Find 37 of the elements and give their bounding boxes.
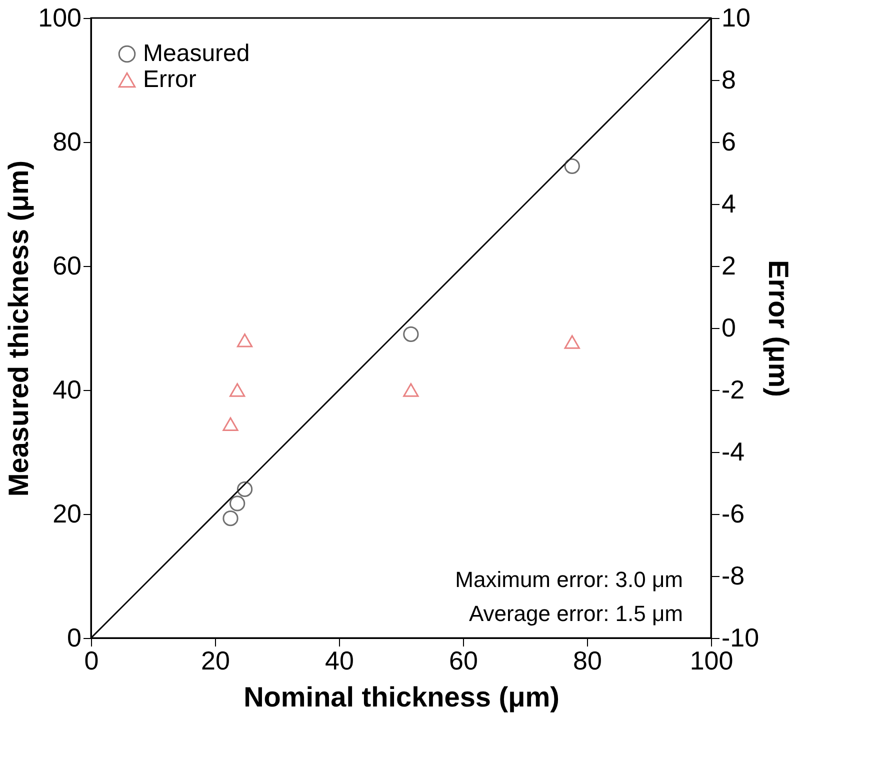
y-tick-label: 40	[52, 374, 82, 404]
y-axis-title: Measured thickness (μm)	[3, 160, 34, 497]
legend-label: Measured	[143, 40, 250, 67]
point	[222, 417, 238, 431]
point	[403, 326, 419, 342]
y2-tick-label: 8	[722, 64, 736, 94]
y2-axis-title: Error (μm)	[763, 260, 794, 397]
y2-tick-label: -2	[722, 374, 745, 404]
y2-tick-label: 10	[722, 2, 750, 32]
point	[236, 334, 253, 348]
x-tick-label: 80	[573, 646, 602, 676]
x-tick-label: 60	[449, 646, 478, 676]
point	[230, 496, 246, 512]
point	[564, 335, 580, 349]
y2-tick-label: -6	[722, 498, 745, 528]
y2-tick-label: 4	[722, 188, 736, 218]
y2-tick-label: -8	[722, 560, 745, 590]
y2-tick-label: 6	[722, 126, 736, 156]
point	[564, 158, 580, 174]
y2-tick-label: 2	[722, 250, 736, 280]
point	[222, 510, 238, 526]
x-tick-label: 20	[201, 646, 230, 676]
annotation: Average error: 1.5 μm	[468, 601, 683, 626]
y-tick-label: 100	[38, 2, 82, 32]
point	[403, 383, 419, 397]
point	[236, 481, 253, 498]
y-tick-label: 80	[52, 126, 82, 156]
y2-tick-label: 0	[722, 312, 736, 342]
y-tick-label: 20	[52, 498, 82, 528]
y-tick-label: 0	[67, 622, 82, 652]
x-axis-title: Nominal thickness (μm)	[244, 682, 560, 712]
y2-tick-label: -4	[722, 436, 745, 466]
point	[230, 383, 246, 397]
legend-label: Error	[143, 66, 196, 93]
annotation: Maximum error: 3.0 μm	[455, 567, 683, 592]
x-tick-label: 40	[325, 646, 354, 676]
y-tick-label: 60	[52, 250, 82, 280]
